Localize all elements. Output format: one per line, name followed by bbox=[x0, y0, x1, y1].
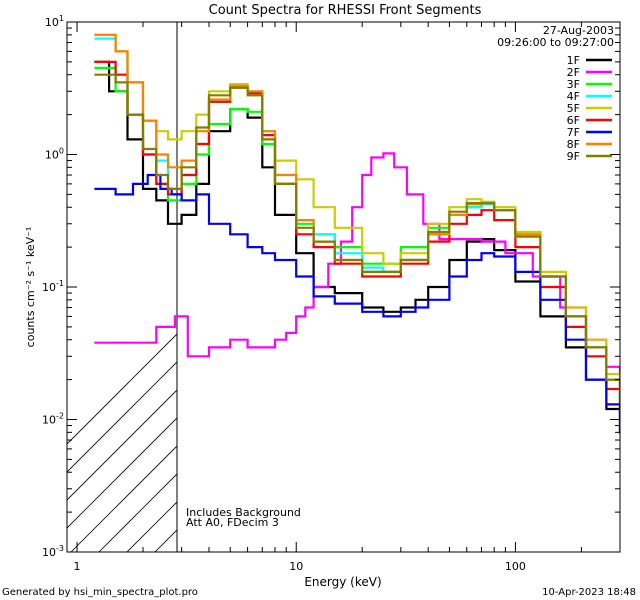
legend-time-range: 09:26:00 to 09:27:00 bbox=[497, 36, 614, 49]
hatched-region bbox=[67, 12, 640, 600]
legend-label-9F: 9F bbox=[567, 150, 580, 163]
hatch-line bbox=[347, 12, 640, 600]
series-layer bbox=[94, 33, 620, 434]
legend-label-5F: 5F bbox=[567, 102, 580, 115]
hatch-line bbox=[70, 445, 177, 552]
legend-label-6F: 6F bbox=[567, 114, 580, 127]
legend-label-7F: 7F bbox=[567, 126, 580, 139]
hatch-line bbox=[543, 12, 640, 600]
series-3F bbox=[94, 66, 620, 402]
hatch-line bbox=[263, 12, 640, 600]
x-tick-labels: 1 10 100 bbox=[74, 560, 526, 573]
hatch-line bbox=[126, 501, 177, 552]
hatch-line bbox=[627, 12, 640, 600]
y-axis-label: counts cm⁻² s⁻¹ keV⁻¹ bbox=[24, 227, 37, 348]
chart-title: Count Spectra for RHESSI Front Segments bbox=[209, 3, 482, 18]
series-4F bbox=[94, 37, 620, 402]
footer-generated: Generated by hsi_min_spectra_plot.pro bbox=[2, 587, 198, 598]
x-axis-label: Energy (keV) bbox=[304, 575, 381, 589]
x-tick-label: 10 bbox=[289, 560, 303, 573]
hatch-line bbox=[431, 12, 640, 600]
series-1F bbox=[94, 60, 620, 434]
y-tick-label: 100 bbox=[45, 147, 64, 162]
hatch-line bbox=[459, 12, 640, 600]
legend-label-2F: 2F bbox=[567, 66, 580, 79]
hatch-line bbox=[403, 12, 640, 600]
series-6F bbox=[94, 60, 620, 416]
legend-date: 27-Aug-2003 bbox=[543, 24, 614, 37]
y-tick-label: 101 bbox=[45, 14, 64, 29]
series-7F bbox=[94, 173, 620, 434]
x-tick-label: 100 bbox=[505, 560, 526, 573]
series-8F bbox=[94, 33, 620, 402]
y-tick-labels: 101 100 10-1 10-2 10-3 bbox=[42, 14, 64, 559]
series-9F bbox=[94, 73, 620, 402]
annotation-attenuator: Att A0, FDecim 3 bbox=[186, 516, 279, 529]
hatch-line bbox=[319, 12, 640, 600]
hatch-line bbox=[571, 12, 640, 600]
y-tick-label: 10-3 bbox=[42, 544, 64, 559]
hatch-line bbox=[67, 417, 177, 529]
legend-label-4F: 4F bbox=[567, 90, 580, 103]
y-tick-label: 10-2 bbox=[42, 412, 64, 427]
y-tick-label: 10-1 bbox=[42, 279, 64, 294]
axis-ticks bbox=[66, 21, 621, 553]
series-5F bbox=[94, 33, 620, 398]
legend-label-8F: 8F bbox=[567, 138, 580, 151]
hatch-line bbox=[98, 473, 177, 552]
annotation-background: Includes Background bbox=[186, 506, 301, 519]
footer-timestamp: 10-Apr-2023 18:48 bbox=[542, 587, 636, 598]
series-2F bbox=[94, 152, 620, 387]
legend-label-3F: 3F bbox=[567, 78, 580, 91]
x-tick-label: 1 bbox=[74, 560, 81, 573]
legend-label-1F: 1F bbox=[567, 54, 580, 67]
hatch-line bbox=[291, 12, 640, 600]
